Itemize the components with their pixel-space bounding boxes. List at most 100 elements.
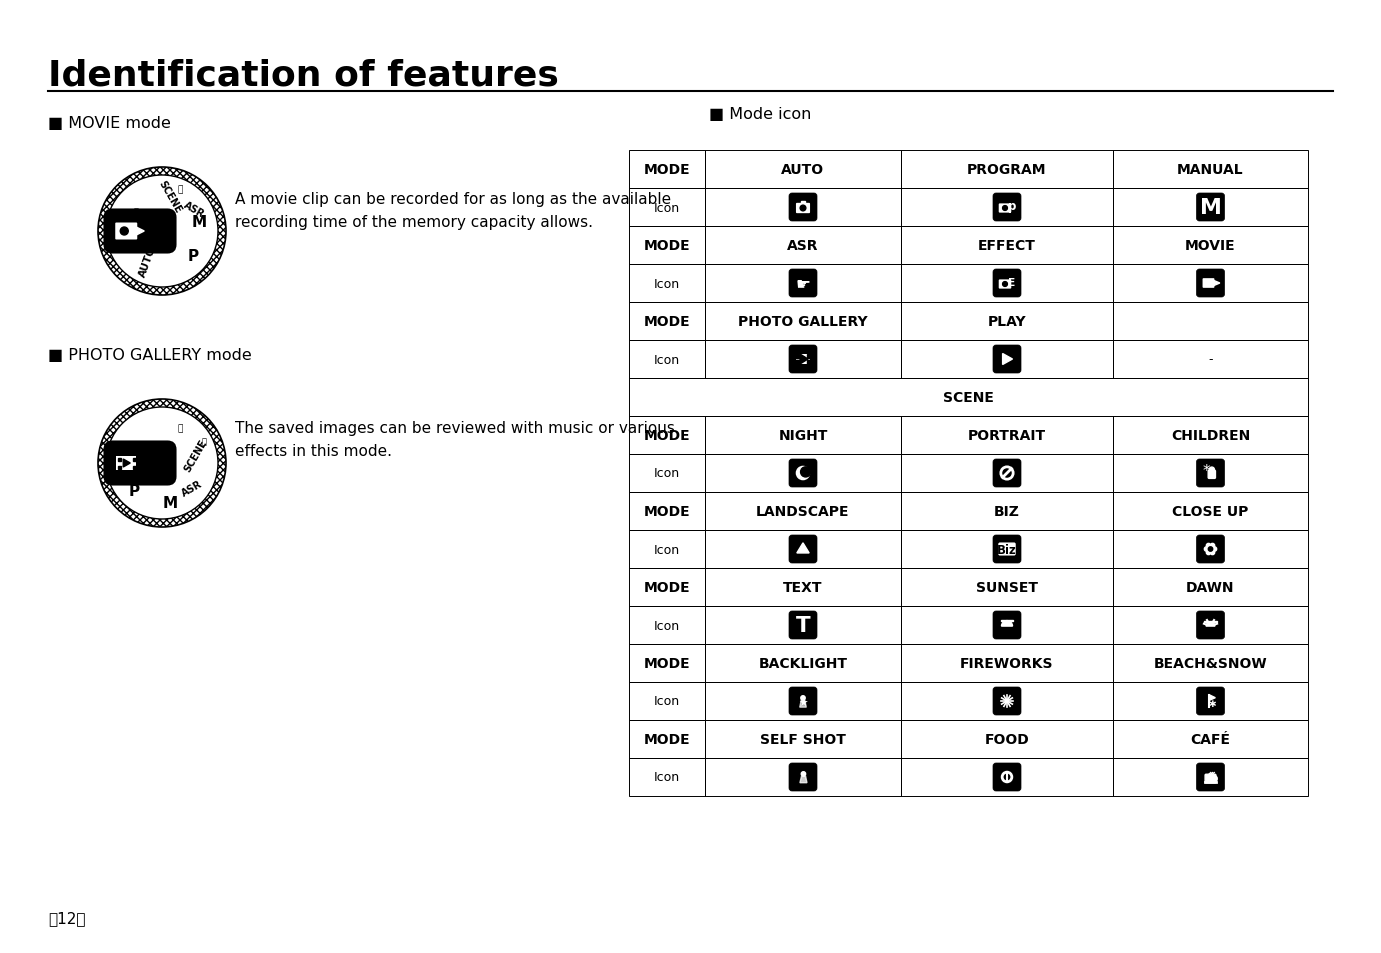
FancyBboxPatch shape [993, 346, 1021, 374]
Bar [628, 227, 704, 265]
Polygon shape [123, 459, 130, 468]
Bar [900, 455, 1113, 493]
Circle shape [106, 408, 218, 519]
Text: P: P [128, 484, 139, 499]
Bar [900, 606, 1113, 644]
Bar [704, 531, 900, 568]
FancyBboxPatch shape [789, 612, 818, 639]
FancyBboxPatch shape [1196, 687, 1225, 716]
Bar [900, 303, 1113, 340]
Bar [628, 720, 704, 759]
FancyBboxPatch shape [789, 270, 818, 297]
Text: ASR: ASR [182, 200, 206, 219]
Text: 📷: 📷 [177, 185, 182, 194]
Bar [1113, 720, 1308, 759]
Text: PORTRAIT: PORTRAIT [968, 429, 1045, 442]
Bar [628, 455, 704, 493]
Text: ■ Mode icon: ■ Mode icon [708, 107, 812, 122]
Bar [704, 189, 900, 227]
Text: Icon: Icon [655, 695, 679, 708]
FancyBboxPatch shape [998, 543, 1015, 556]
Circle shape [1005, 700, 1008, 702]
Bar [1113, 227, 1308, 265]
Bar [704, 759, 900, 796]
Text: Identification of features: Identification of features [48, 59, 559, 92]
Bar [1113, 151, 1308, 189]
Bar [1113, 303, 1308, 340]
Text: p: p [1008, 200, 1016, 213]
Polygon shape [800, 700, 807, 707]
Text: ✱: ✱ [1208, 700, 1217, 708]
Text: Icon: Icon [655, 771, 679, 783]
Circle shape [1208, 547, 1213, 552]
Bar [900, 340, 1113, 378]
Text: The saved images can be reviewed with music or various
effects in this mode.: The saved images can be reviewed with mu… [235, 420, 675, 458]
FancyBboxPatch shape [1203, 279, 1214, 289]
Text: ASR: ASR [787, 239, 819, 253]
Polygon shape [1210, 695, 1215, 700]
Text: MODE: MODE [644, 314, 690, 329]
Wedge shape [1206, 622, 1215, 626]
Text: E: E [1008, 277, 1015, 288]
FancyBboxPatch shape [1206, 775, 1215, 783]
FancyBboxPatch shape [789, 459, 818, 488]
FancyBboxPatch shape [993, 536, 1021, 563]
Bar [119, 466, 120, 469]
Circle shape [1210, 551, 1215, 555]
Circle shape [120, 228, 128, 235]
Polygon shape [135, 227, 144, 236]
Bar [704, 493, 900, 531]
Bar [628, 682, 704, 720]
Text: AUTO: AUTO [112, 438, 133, 473]
Bar [795, 355, 798, 359]
Text: AUTO: AUTO [782, 163, 824, 177]
Circle shape [1210, 544, 1215, 548]
Text: SCENE: SCENE [156, 179, 184, 214]
Text: Icon: Icon [655, 201, 679, 214]
Bar [1113, 606, 1308, 644]
FancyBboxPatch shape [1196, 763, 1225, 791]
Bar [704, 720, 900, 759]
Text: SUNSET: SUNSET [976, 580, 1039, 595]
Text: 📷: 📷 [202, 437, 207, 446]
Text: CLOSE UP: CLOSE UP [1172, 504, 1248, 518]
Circle shape [1204, 547, 1208, 552]
Text: MODE: MODE [644, 239, 690, 253]
Circle shape [98, 399, 226, 527]
Text: MANUAL: MANUAL [1177, 163, 1244, 177]
Bar [704, 682, 900, 720]
Bar [133, 458, 135, 461]
Bar [1113, 531, 1308, 568]
Bar [628, 189, 704, 227]
Bar [704, 416, 900, 455]
Text: 〒12〓: 〒12〓 [48, 910, 86, 925]
Bar [704, 568, 900, 606]
Text: SCENE: SCENE [943, 391, 994, 405]
Circle shape [797, 467, 809, 480]
Bar [628, 151, 704, 189]
Text: ASR: ASR [180, 478, 204, 498]
Bar [704, 644, 900, 682]
Circle shape [1207, 551, 1211, 555]
Text: SCENE: SCENE [182, 437, 210, 474]
FancyBboxPatch shape [789, 536, 818, 563]
FancyBboxPatch shape [993, 270, 1021, 297]
Circle shape [98, 168, 226, 295]
Bar [1113, 493, 1308, 531]
Bar [900, 682, 1113, 720]
FancyBboxPatch shape [789, 687, 818, 716]
Bar [900, 759, 1113, 796]
FancyBboxPatch shape [789, 346, 818, 374]
Bar [1113, 416, 1308, 455]
Bar [704, 606, 900, 644]
Text: EFFECT: EFFECT [978, 239, 1036, 253]
Bar [704, 265, 900, 303]
Text: MODE: MODE [644, 429, 690, 442]
Text: BEACH&SNOW: BEACH&SNOW [1153, 657, 1268, 670]
Bar [628, 303, 704, 340]
Text: NIGHT: NIGHT [779, 429, 827, 442]
Polygon shape [800, 777, 807, 783]
Bar [900, 720, 1113, 759]
Bar [900, 227, 1113, 265]
Text: ■ MOVIE mode: ■ MOVIE mode [48, 116, 171, 131]
